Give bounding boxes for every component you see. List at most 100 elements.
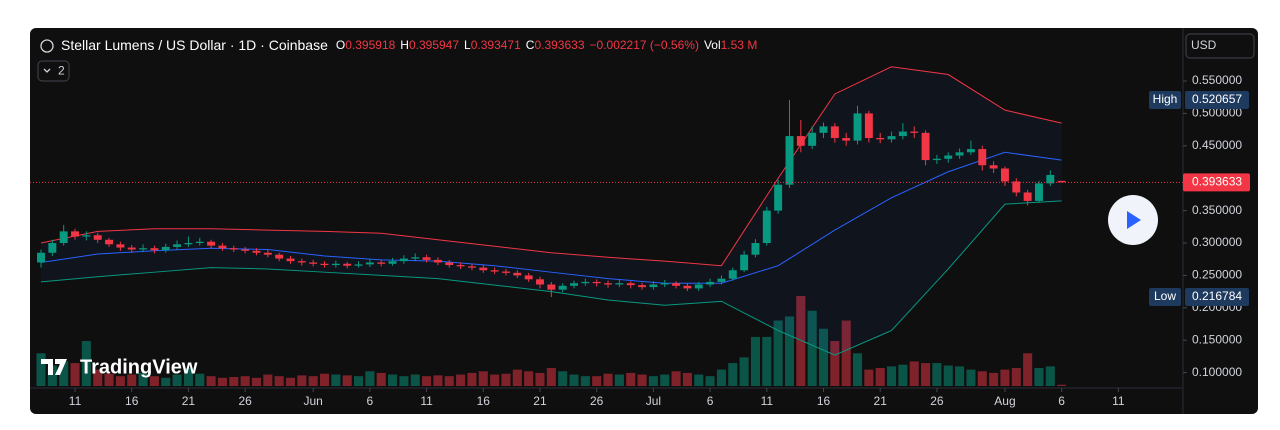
candle-body: [105, 239, 114, 245]
volume-bar: [705, 376, 715, 386]
volume-bar: [909, 361, 919, 386]
candle-body: [388, 261, 397, 264]
candle-body: [275, 254, 284, 259]
volume-bar: [1034, 368, 1044, 386]
candle-body: [116, 244, 125, 248]
volume-bar: [966, 369, 976, 386]
candle-body: [229, 248, 238, 250]
l-label: L: [464, 38, 471, 52]
marker-name-box: [1149, 287, 1181, 306]
volume-bar: [977, 371, 987, 386]
candle-body: [649, 284, 658, 288]
volume-bar: [490, 374, 500, 386]
candle-body: [93, 235, 102, 240]
currency-box[interactable]: [1185, 33, 1255, 59]
candle-body: [218, 245, 227, 249]
volume-bar: [682, 372, 692, 386]
candle-body: [445, 262, 454, 266]
volume-bar: [1057, 384, 1067, 386]
candle-body: [139, 248, 148, 250]
candle-body: [297, 261, 306, 263]
candle-body: [774, 184, 783, 211]
candle-body: [796, 136, 805, 146]
candle-body: [717, 278, 726, 282]
volume-bar: [546, 368, 556, 386]
volume-bar: [841, 320, 851, 386]
volume-bar: [297, 375, 307, 386]
x-tick-label: Jun: [303, 394, 322, 408]
x-tick-label: 11: [69, 394, 82, 408]
volume-bar: [274, 376, 284, 386]
volume-bar: [206, 376, 216, 386]
candle-body: [921, 132, 930, 161]
x-tick-label: 11: [420, 394, 433, 408]
marker-name-box: [1149, 91, 1181, 110]
x-tick-label: 6: [367, 394, 374, 408]
volume-bar: [467, 372, 477, 386]
volume-bar: [104, 373, 114, 386]
candle-body: [309, 262, 318, 264]
candle-body: [422, 257, 431, 260]
y-tick-label: 0.100000: [1192, 365, 1242, 379]
volume-bar: [229, 377, 239, 386]
volume-bar: [422, 376, 432, 386]
volume-bar: [614, 374, 624, 386]
last-price-label: 0.393633: [1192, 175, 1242, 189]
volume-bar: [887, 366, 897, 386]
volume-bar: [444, 376, 454, 386]
candle-body: [944, 155, 953, 159]
volume-bar: [603, 373, 613, 386]
candle-body: [150, 248, 159, 251]
x-tick-label: 26: [238, 394, 252, 408]
candle-body: [842, 138, 851, 141]
volume-bar: [115, 376, 125, 386]
volume-bar: [308, 376, 318, 386]
volume-bar: [127, 374, 137, 386]
volume-bar: [694, 374, 704, 386]
marker-value: 0.520657: [1192, 92, 1242, 106]
candle-body: [683, 285, 692, 289]
x-tick-label: 6: [1058, 394, 1065, 408]
candle-body: [82, 235, 91, 237]
candle-body: [932, 158, 941, 161]
candle-body: [456, 265, 465, 267]
volume-bar: [365, 371, 375, 386]
volume-bar: [376, 372, 386, 386]
candle-body: [252, 250, 261, 253]
candle-body: [331, 263, 340, 266]
candle-body: [785, 136, 794, 185]
candle-body: [241, 249, 250, 251]
candle-body: [286, 258, 295, 262]
volume-bar: [955, 366, 965, 386]
candle-body: [536, 279, 544, 285]
candle-body: [1035, 183, 1043, 201]
legend: Stellar Lumens / US Dollar · 1D · Coinba…: [61, 37, 757, 53]
x-tick-label: 26: [590, 394, 604, 408]
symbol: Stellar Lumens / US Dollar · 1D · Coinba…: [61, 37, 328, 53]
candle-body: [479, 267, 488, 271]
candle-body: [411, 257, 420, 259]
l-value: 0.393471: [471, 38, 521, 52]
indicators-toggle[interactable]: [37, 60, 70, 82]
volume-bar: [183, 368, 193, 386]
volume-bar: [319, 373, 330, 386]
band-line: [40, 66, 1062, 267]
candle-body: [127, 247, 136, 250]
candle-body: [59, 231, 68, 244]
candle-body: [263, 252, 272, 255]
candle-body: [433, 259, 442, 263]
volume-bar: [433, 375, 443, 386]
volume-bar: [251, 377, 262, 386]
h-label: H: [400, 38, 409, 52]
candle-body: [672, 283, 681, 286]
x-tick-label: Jul: [646, 394, 661, 408]
volume-bar: [750, 336, 760, 386]
volume-bar: [217, 377, 227, 386]
y-tick-label: 0.450000: [1192, 138, 1242, 152]
logo-text: TradingView: [80, 356, 198, 378]
candle-body: [819, 126, 828, 133]
candle-body: [876, 138, 885, 140]
candle-body: [1057, 180, 1066, 183]
